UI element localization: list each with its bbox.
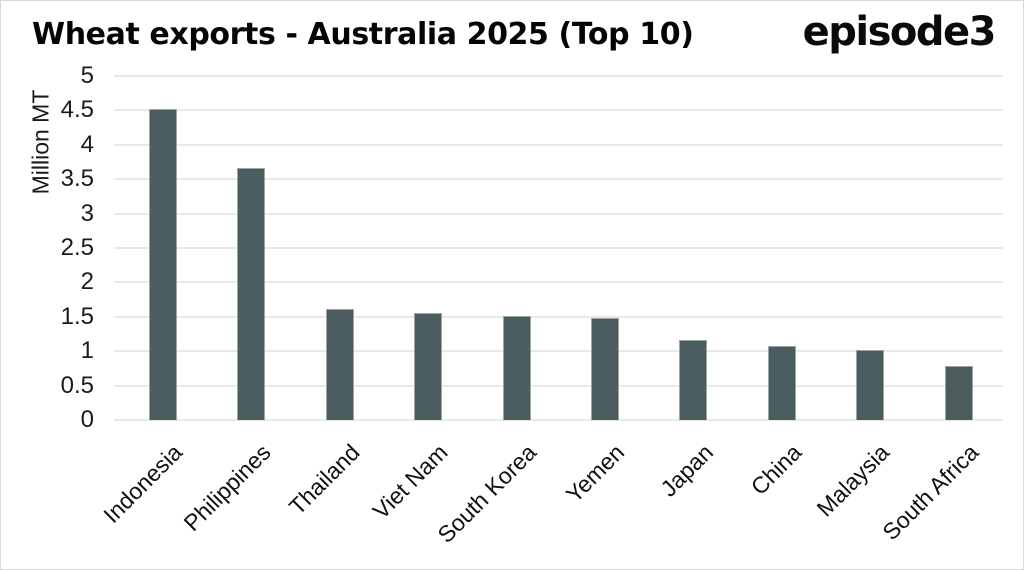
bar bbox=[325, 308, 354, 420]
grid-line bbox=[114, 384, 1003, 387]
grid-line bbox=[114, 75, 1003, 77]
y-tick-label: 2 bbox=[80, 268, 94, 296]
bar bbox=[944, 366, 973, 420]
x-tick-label: Indonesia bbox=[98, 439, 188, 528]
bar bbox=[414, 312, 443, 420]
grid-line bbox=[114, 419, 1003, 421]
grid-line bbox=[114, 247, 1003, 249]
grid-line bbox=[114, 178, 1003, 181]
bar bbox=[856, 349, 885, 420]
grid-line bbox=[114, 212, 1003, 215]
grid-line bbox=[114, 350, 1003, 353]
bar bbox=[767, 346, 796, 420]
y-tick-label: 3.5 bbox=[60, 165, 94, 193]
y-tick-label: 0.5 bbox=[60, 371, 94, 399]
grid-line bbox=[114, 315, 1003, 318]
x-tick-label: Viet Nam bbox=[367, 439, 453, 524]
x-tick-label: Malaysia bbox=[812, 439, 895, 522]
bar bbox=[149, 109, 177, 420]
brand-logo: episode3 bbox=[802, 9, 997, 55]
y-tick-label: 1.5 bbox=[60, 302, 94, 330]
grid-line bbox=[114, 143, 1003, 146]
y-tick-label: 3 bbox=[80, 199, 94, 227]
y-tick-label: 5 bbox=[80, 62, 94, 89]
chart-title: Wheat exports - Australia 2025 (Top 10) bbox=[32, 17, 694, 52]
y-tick-label: 0 bbox=[80, 406, 94, 433]
y-tick-label: 2.5 bbox=[60, 234, 94, 261]
y-tick-label: 1 bbox=[80, 337, 94, 365]
x-tick-label: Japan bbox=[655, 439, 718, 502]
y-tick-label: 4.5 bbox=[60, 96, 94, 124]
x-tick-label: Thailand bbox=[283, 439, 365, 520]
bar bbox=[237, 168, 266, 420]
x-tick-label: Philippines bbox=[178, 439, 276, 537]
bar bbox=[679, 339, 708, 420]
y-tick-label: 4 bbox=[80, 130, 94, 158]
bar bbox=[591, 318, 619, 420]
x-tick-label: Yemen bbox=[560, 439, 630, 508]
x-tick-label: China bbox=[745, 439, 807, 500]
grid-line bbox=[114, 109, 1003, 112]
bar bbox=[502, 316, 531, 420]
grid-line bbox=[114, 281, 1003, 284]
